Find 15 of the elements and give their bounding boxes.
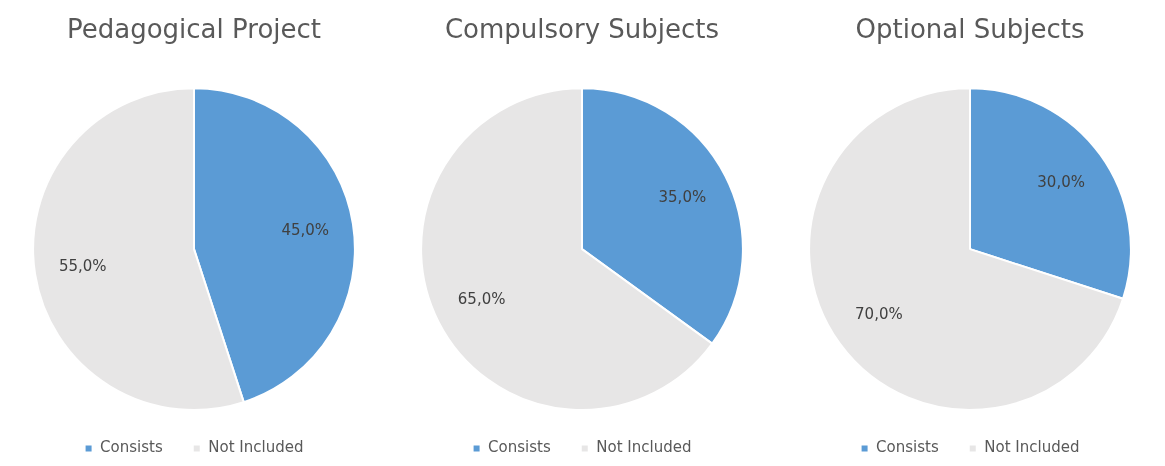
- data-label: 30,0%: [1037, 172, 1085, 191]
- chart-title: Compulsory Subjects: [444, 14, 720, 45]
- legend-label: Not Included: [596, 438, 692, 457]
- data-label: 55,0%: [58, 256, 107, 275]
- legend-label: Consists: [100, 438, 163, 457]
- legend-label: Not Included: [984, 438, 1080, 457]
- legend-label: Consists: [876, 438, 939, 457]
- chart-title: Pedagogical Project: [67, 14, 321, 45]
- data-label: 45,0%: [281, 221, 330, 240]
- legend-label: Consists: [488, 438, 551, 457]
- data-label: 65,0%: [457, 290, 506, 309]
- data-label: 70,0%: [855, 305, 903, 324]
- chart-title: Optional Subjects: [855, 14, 1085, 45]
- legend-label: Not Included: [208, 438, 304, 457]
- data-label: 35,0%: [658, 187, 707, 206]
